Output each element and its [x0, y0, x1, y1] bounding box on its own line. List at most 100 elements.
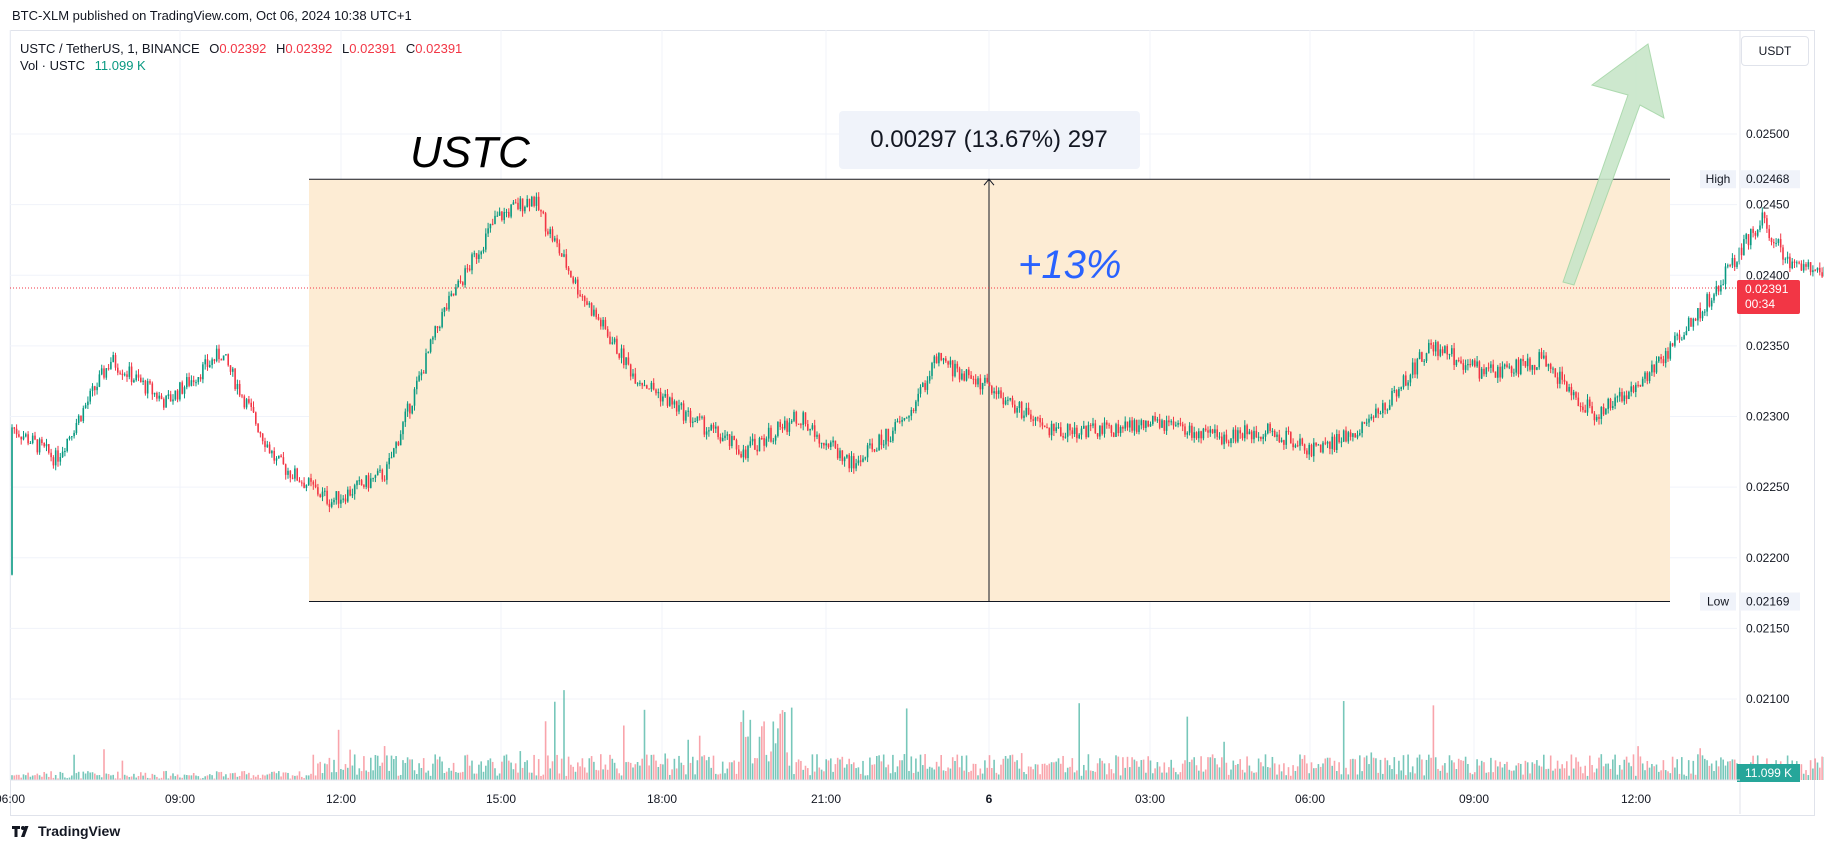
candle-body: [905, 417, 908, 419]
volume-bar: [333, 759, 335, 780]
candle-body: [1129, 420, 1131, 428]
volume-bar: [487, 760, 489, 780]
candle-body: [1050, 423, 1053, 436]
candle-body: [1193, 432, 1195, 438]
candle-body: [360, 480, 363, 486]
volume-bar: [1218, 767, 1221, 780]
low-label-bg: [1700, 592, 1736, 611]
volume-bar: [294, 775, 296, 780]
candle-body: [593, 309, 595, 316]
volume-bar: [1467, 763, 1469, 780]
volume-bar: [441, 761, 443, 780]
candle-body: [1048, 427, 1051, 436]
candle-body: [1821, 272, 1823, 277]
candle-body: [1126, 421, 1129, 428]
candle-body: [1393, 390, 1396, 392]
candle-body: [172, 399, 174, 402]
volume-bar: [1154, 768, 1156, 780]
volume-bar: [280, 776, 282, 780]
volume-bar: [662, 764, 664, 780]
volume-bar: [970, 770, 972, 780]
tradingview-logo[interactable]: TradingView: [12, 823, 120, 839]
volume-bar: [537, 759, 540, 780]
time-tick-label: 21:00: [811, 792, 841, 806]
volume-bar: [715, 773, 717, 780]
candle-body: [1342, 430, 1345, 442]
candle-body: [494, 215, 496, 224]
volume-bar: [664, 753, 666, 780]
candle-body: [1257, 436, 1260, 438]
candle-body: [82, 408, 85, 422]
volume-bar: [383, 746, 386, 780]
volume-bar: [795, 762, 798, 780]
candle-body: [1635, 384, 1637, 392]
volume-bar: [278, 771, 280, 780]
volume-bar: [1398, 760, 1400, 780]
volume-bar: [659, 763, 662, 780]
candle-body: [61, 451, 64, 458]
volume-bar: [1200, 756, 1202, 780]
volume-bar: [551, 761, 554, 780]
candle-body: [784, 420, 786, 429]
candle-body: [1085, 425, 1087, 438]
volume-bar: [480, 761, 482, 780]
volume-bar: [935, 761, 938, 780]
volume-bar: [1609, 768, 1612, 780]
volume-bar: [1628, 762, 1630, 780]
candle-body: [689, 410, 692, 423]
volume-bar: [1494, 760, 1497, 780]
candle-body: [1009, 398, 1011, 400]
candle-body: [634, 373, 637, 384]
candle-body: [836, 447, 839, 459]
volume-bar: [110, 775, 112, 780]
candle-body: [22, 436, 25, 440]
volume-bar: [991, 767, 993, 780]
candle-body: [551, 229, 554, 241]
symbol-name[interactable]: USTC / TetherUS, 1, BINANCE: [20, 41, 200, 56]
candle-body: [501, 211, 503, 221]
volume-bar: [344, 764, 347, 780]
volume-bar: [843, 767, 846, 780]
candle-body: [853, 456, 855, 469]
volume-bar: [1000, 764, 1002, 780]
candle-body: [457, 280, 459, 288]
candle-body: [45, 444, 48, 447]
volume-bar: [646, 754, 648, 780]
volume-bar: [1660, 770, 1662, 780]
volume-bar: [1055, 761, 1057, 780]
candle-body: [1738, 247, 1741, 263]
candle-body: [112, 355, 114, 362]
volume-bar: [1814, 758, 1816, 780]
volume-bar: [1664, 770, 1667, 780]
candle-body: [682, 403, 685, 421]
candle-body: [586, 301, 588, 305]
candle-body: [1076, 427, 1078, 439]
candle-body: [1398, 388, 1400, 397]
candle-body: [1653, 364, 1655, 373]
candle-body: [556, 238, 558, 244]
volume-bar: [1278, 764, 1281, 780]
volume-bar: [1568, 775, 1570, 780]
candle-body: [1786, 256, 1789, 259]
volume-bar: [866, 775, 869, 780]
candle-body: [1066, 424, 1069, 437]
volume-bar: [268, 773, 271, 780]
volume-bar: [698, 735, 701, 780]
volume-bar: [726, 768, 729, 780]
candle-body: [731, 436, 733, 447]
candle-body: [1276, 434, 1278, 437]
volume-bar: [310, 773, 312, 780]
volume-bar: [1639, 756, 1642, 780]
volume-bar: [471, 760, 473, 780]
volume-bar: [1538, 765, 1540, 780]
volume-bar: [1644, 770, 1646, 780]
volume-bar: [1131, 757, 1133, 780]
annotation-percent: +13%: [1018, 243, 1121, 287]
volume-bar: [703, 755, 706, 780]
volume-legend-label[interactable]: Vol · USTC: [20, 58, 86, 73]
candle-body: [899, 421, 901, 423]
candle-body: [1356, 434, 1359, 438]
candle-body: [1469, 364, 1471, 366]
currency-button[interactable]: USDT: [1741, 36, 1809, 66]
